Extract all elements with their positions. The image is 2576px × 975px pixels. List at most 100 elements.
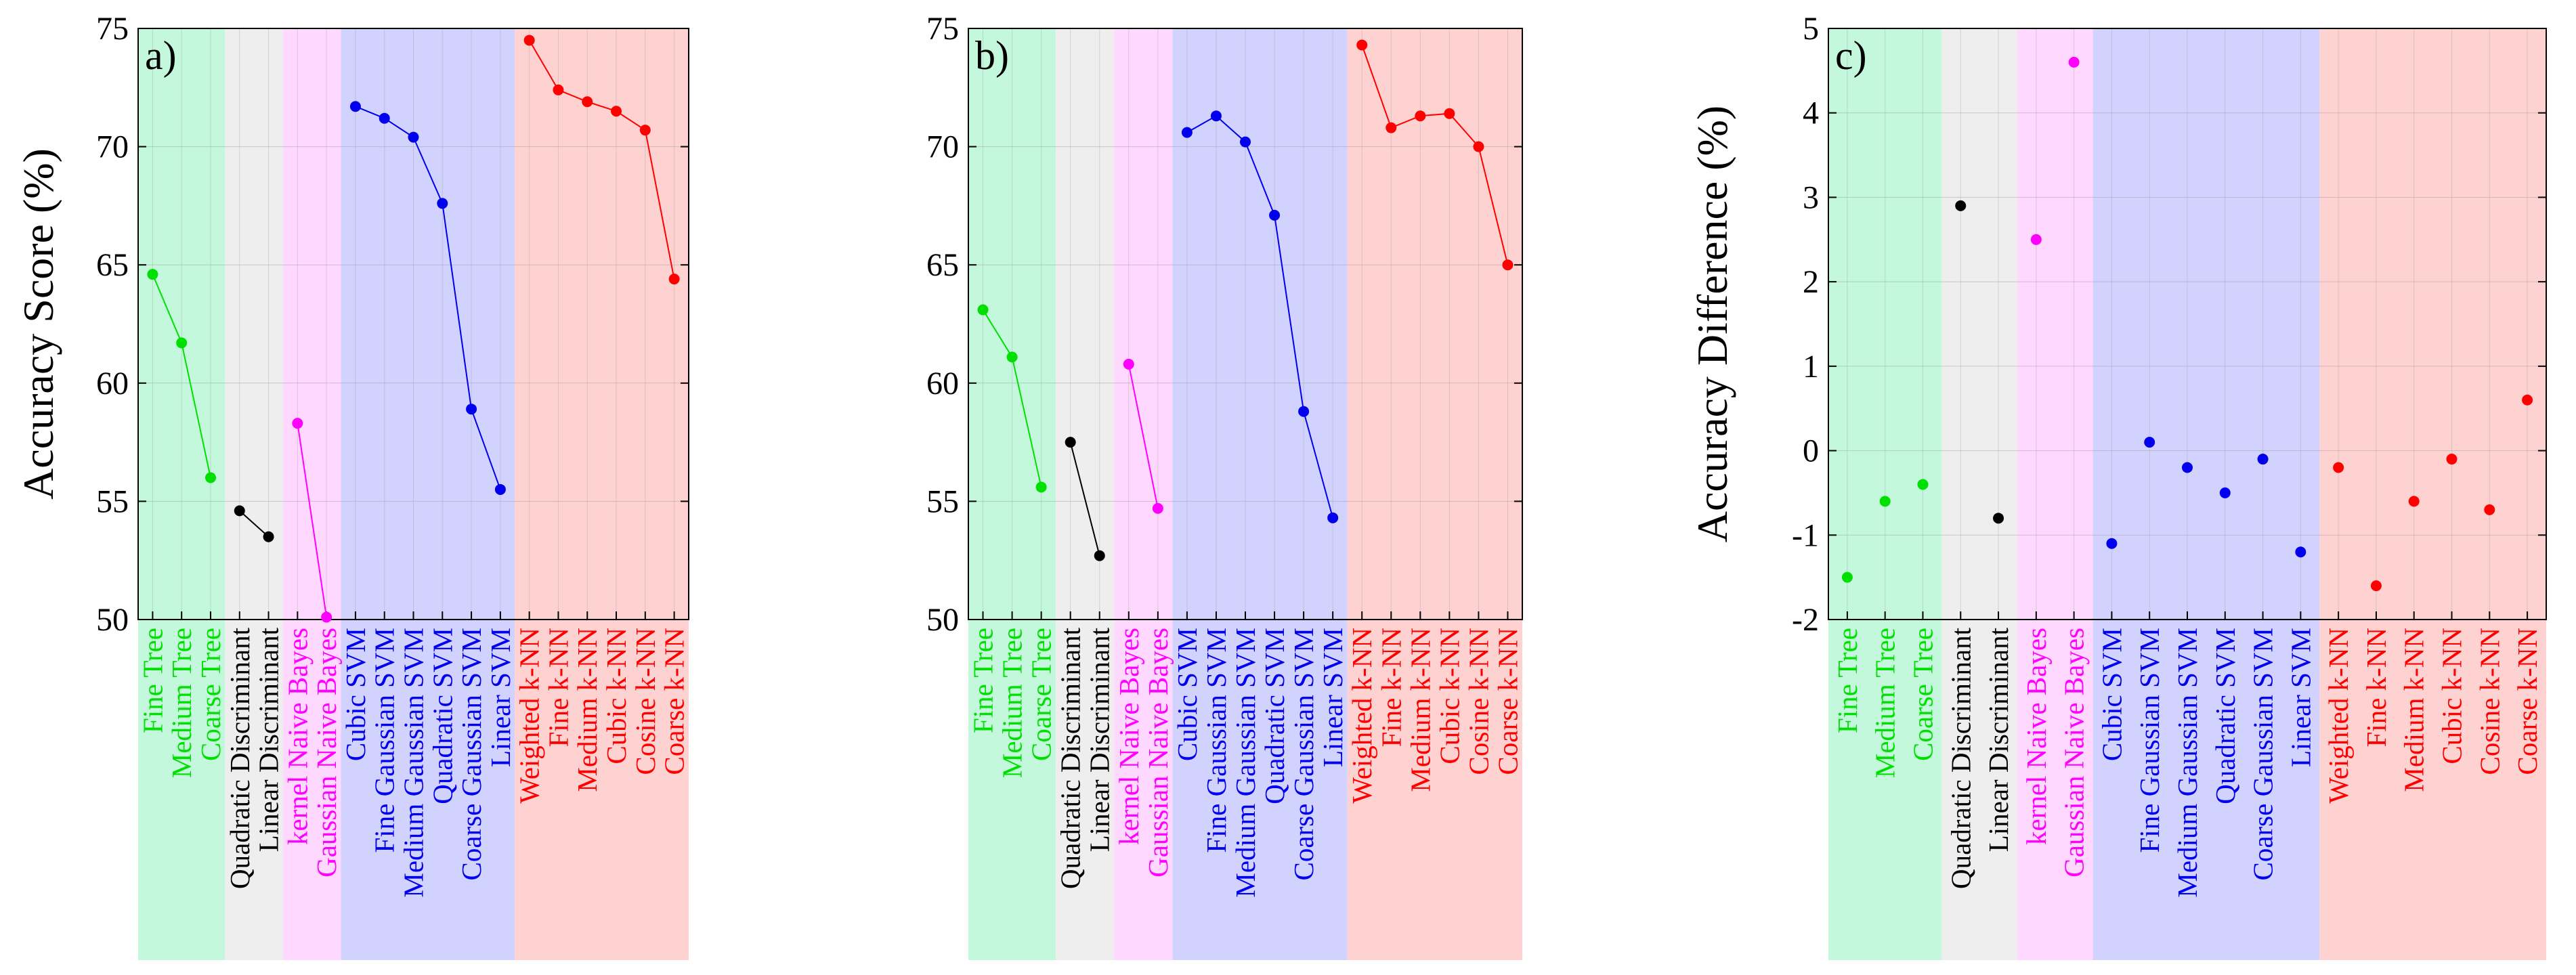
y-tick-label: 75 [96,11,129,47]
category-label-kernel-naive-bayes: kernel Naive Bayes [1113,628,1144,845]
point-cubic-svm [349,101,361,112]
point-cubic-k-nn [2446,454,2457,465]
category-label-gaussian-naive-bayes: Gaussian Naive Bayes [2059,628,2090,878]
category-label-linear-discriminant: Linear Discriminant [1084,627,1115,852]
point-cubic-k-nn [611,106,622,117]
series-line-naive-bayes [297,423,328,618]
category-label-weighted-k-nn: Weighted k-NN [1346,628,1377,804]
group-band-discriminant [1941,28,2017,960]
group-band-tree [1828,28,1942,960]
point-medium-gaussian-svm [408,131,419,143]
y-tick-label: 65 [96,247,129,283]
category-label-quadratic-svm: Quadratic SVM [1259,628,1290,804]
y-tick-label: 65 [926,247,959,283]
group-band-svm [2092,28,2320,960]
point-cubic-svm [1181,127,1193,138]
series-line-discriminant [239,510,270,538]
category-label-cubic-svm: Cubic SVM [2096,628,2127,761]
group-band-svm [1172,28,1348,960]
category-label-coarse-tree: Coarse Tree [1026,628,1057,761]
y-tick-label: 3 [1803,179,1819,215]
panel-label: c) [1835,33,1867,78]
category-label-linear-svm: Linear SVM [485,628,516,767]
point-fine-tree [977,304,989,316]
point-gaussian-naive-bayes [321,611,332,623]
point-cosine-k-nn [639,125,651,136]
category-label-fine-gaussian-svm: Fine Gaussian SVM [2134,628,2165,853]
point-cubic-svm [2106,538,2118,549]
point-linear-discriminant [1993,513,2004,524]
group-band-k-nn [2319,28,2546,960]
category-label-medium-tree: Medium Tree [997,628,1028,778]
panel-label: a) [145,33,177,78]
category-label-kernel-naive-bayes: kernel Naive Bayes [282,628,313,845]
group-band-tree [968,28,1056,960]
category-label-cubic-k-nn: Cubic k-NN [1434,628,1465,764]
category-label-gaussian-naive-bayes: Gaussian Naive Bayes [1142,628,1174,878]
y-tick-label: -1 [1792,517,1819,553]
y-tick-label: 5 [1803,11,1819,47]
y-tick-label: 4 [1803,95,1819,131]
group-band-k-nn [515,28,689,960]
point-medium-tree [1879,496,1891,507]
point-cubic-k-nn [1444,108,1455,119]
category-label-fine-k-nn: Fine k-NN [542,628,574,748]
point-kernel-naive-bayes [2030,234,2042,245]
series-line-naive-bayes [1128,364,1159,509]
category-label-quadratic-discriminant: Quadratic Discriminant [1055,627,1086,889]
category-label-linear-svm: Linear SVM [2285,628,2316,767]
point-fine-k-nn [553,84,564,95]
category-label-coarse-k-nn: Coarse k-NN [2512,628,2543,775]
group-band-discriminant [1056,28,1115,960]
y-tick-label: -2 [1792,602,1819,638]
point-coarse-k-nn [1502,259,1514,271]
y-tick-label: 60 [96,366,129,402]
point-fine-k-nn [1386,122,1397,133]
point-gaussian-naive-bayes [2068,56,2080,68]
point-coarse-gaussian-svm [466,404,477,415]
category-label-cosine-k-nn: Cosine k-NN [2474,628,2505,775]
category-label-medium-tree: Medium Tree [1870,628,1901,778]
y-axis-label: Accuracy Difference (%) [1688,106,1736,543]
panel-label: b) [975,33,1009,78]
category-label-cosine-k-nn: Cosine k-NN [630,628,661,775]
point-medium-k-nn [582,96,593,108]
y-tick-label: 1 [1803,349,1819,385]
series-line-k-nn [1361,45,1509,265]
category-label-coarse-tree: Coarse Tree [1907,628,1938,761]
point-coarse-gaussian-svm [1298,406,1310,417]
point-medium-k-nn [2408,496,2420,507]
category-label-medium-gaussian-svm: Medium Gaussian SVM [398,628,429,898]
category-label-medium-k-nn: Medium k-NN [2399,628,2430,792]
y-tick-label: 2 [1803,264,1819,300]
series-line-k-nn [528,39,675,280]
y-tick-label: 60 [926,366,959,402]
category-label-fine-tree: Fine Tree [137,628,168,733]
category-label-medium-k-nn: Medium k-NN [1404,628,1436,792]
category-label-linear-discriminant: Linear Discriminant [253,627,284,852]
group-band-naive-bayes [282,28,341,960]
category-label-cubic-svm: Cubic SVM [340,628,371,761]
point-coarse-gaussian-svm [2257,454,2269,465]
point-quadratic-discriminant [1065,437,1076,448]
series-line-svm [1186,114,1334,519]
point-linear-svm [2295,546,2306,558]
y-tick-label: 50 [926,602,959,638]
point-medium-tree [176,337,188,349]
group-band-tree [138,28,226,960]
point-linear-discriminant [263,531,274,542]
point-coarse-k-nn [668,274,680,285]
point-quadratic-svm [2219,487,2231,498]
point-coarse-tree [1917,479,1929,490]
category-label-cubic-k-nn: Cubic k-NN [2437,628,2468,764]
category-label-cosine-k-nn: Cosine k-NN [1463,628,1494,775]
category-label-medium-gaussian-svm: Medium Gaussian SVM [2172,628,2203,898]
category-label-cubic-svm: Cubic SVM [1172,628,1203,761]
category-label-fine-tree: Fine Tree [968,628,999,733]
category-label-gaussian-naive-bayes: Gaussian Naive Bayes [311,628,342,878]
category-label-coarse-k-nn: Coarse k-NN [659,628,690,775]
panel-3: -2 -1 0 1 2 3 4 5 Fine Tree Medium Tree Coarse Tre… [1688,11,2547,960]
